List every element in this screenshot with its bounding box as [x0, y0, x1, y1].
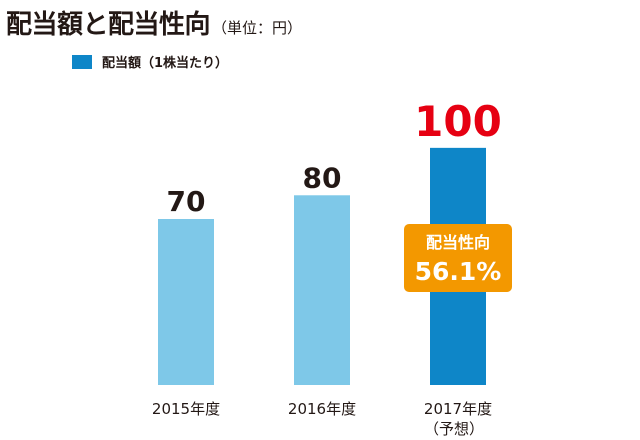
bar-1 — [294, 195, 350, 385]
chart-title-row: 配当額と配当性向 （単位：円） — [6, 4, 302, 41]
legend-label: 配当額（1株当たり） — [102, 56, 229, 71]
payout-ratio-label: 配当性向 — [426, 233, 490, 252]
payout-ratio-value: 56.1% — [415, 257, 502, 286]
data-label-2: 100 — [414, 97, 502, 146]
category-label-0: 2015年度 — [152, 400, 220, 418]
category-label-1: 2016年度 — [288, 400, 356, 418]
category-label-2: 2017年度 — [424, 400, 492, 418]
bar-0 — [158, 219, 214, 385]
legend-swatch — [72, 54, 92, 69]
data-label-0: 70 — [167, 185, 206, 218]
category-label-2-line-1: （予想） — [424, 420, 484, 438]
chart-title: 配当額と配当性向 — [6, 10, 211, 40]
payout-ratio-badge — [404, 224, 512, 292]
legend: 配当額（1株当たり） — [72, 52, 228, 71]
data-label-1: 80 — [303, 161, 342, 194]
chart-unit: （単位：円） — [212, 19, 303, 37]
